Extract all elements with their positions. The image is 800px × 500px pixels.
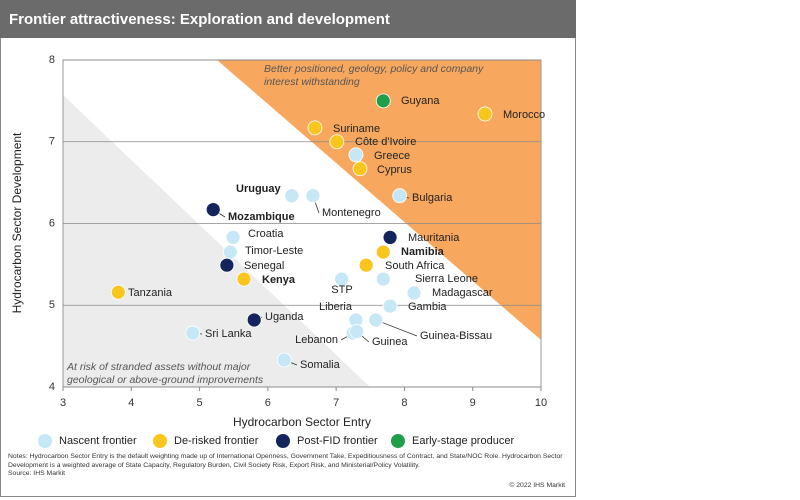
point-label: Croatia	[248, 228, 284, 240]
legend-swatch	[38, 434, 52, 448]
y-tick-label: 6	[49, 217, 55, 229]
data-point	[352, 161, 368, 177]
legend-label: Early-stage producer	[412, 435, 514, 447]
title-bar	[0, 0, 576, 38]
point-label: Timor-Leste	[245, 245, 303, 257]
annotation: At risk of stranded assets without major	[66, 361, 251, 373]
point-label: Cyprus	[377, 164, 412, 176]
x-tick-label: 6	[265, 397, 271, 409]
point-label: Kenya	[262, 274, 296, 286]
source: Source: IHS Markit	[8, 470, 66, 478]
x-axis-label: Hydrocarbon Sector Entry	[233, 415, 371, 429]
point-label: Suriname	[333, 123, 380, 135]
note-text: Notes: Hydrocarbon Sector Entry is the d…	[8, 453, 563, 469]
point-label: Montenegro	[322, 207, 381, 219]
point-label: Gambia	[408, 301, 447, 313]
data-point	[368, 312, 384, 328]
point-label: Somalia	[300, 359, 341, 371]
data-point	[246, 312, 262, 328]
point-label: Guinea	[372, 336, 408, 348]
data-point	[225, 229, 241, 245]
point-label: Bulgaria	[412, 192, 453, 204]
data-point	[406, 285, 422, 301]
point-label: Lebanon	[295, 334, 338, 346]
data-point	[307, 120, 323, 136]
point-label: Guyana	[401, 95, 440, 107]
legend-label: De-risked frontier	[174, 435, 259, 447]
notes: Notes: Hydrocarbon Sector Entry is the d…	[8, 453, 568, 479]
data-point	[382, 229, 398, 245]
point-label: Liberia	[319, 301, 353, 313]
legend-label: Post-FID frontier	[297, 435, 378, 447]
point-label: Uganda	[265, 311, 304, 323]
data-point	[334, 271, 350, 287]
legend-swatch	[391, 434, 405, 448]
data-point	[110, 284, 126, 300]
point-label: Mozambique	[228, 211, 295, 223]
x-tick-label: 7	[333, 397, 339, 409]
point-label: Madagascar	[432, 287, 493, 299]
point-label: Tanzania	[128, 287, 173, 299]
point-label: South Africa	[385, 260, 445, 272]
data-point	[205, 202, 221, 218]
y-axis-label: Hydrocarbon Sector Development	[10, 132, 24, 313]
point-label: Uruguay	[236, 183, 282, 195]
x-tick-label: 5	[197, 397, 203, 409]
point-label: Senegal	[244, 260, 284, 272]
annotation: geological or above-ground improvements	[67, 374, 264, 386]
data-point	[375, 93, 391, 109]
data-point	[375, 244, 391, 260]
y-tick-label: 8	[49, 54, 55, 66]
shaded-region	[63, 95, 370, 387]
point-label: STP	[331, 284, 352, 296]
data-point	[375, 271, 391, 287]
legend-swatch	[276, 434, 290, 448]
data-point	[185, 325, 201, 341]
x-tick-label: 9	[470, 397, 476, 409]
data-point	[382, 298, 398, 314]
copyright: © 2022 IHS Markit	[509, 482, 565, 489]
annotation: interest withstanding	[264, 76, 360, 88]
chart-title: Frontier attractiveness: Exploration and…	[9, 11, 390, 28]
data-point	[329, 134, 345, 150]
x-tick-label: 10	[535, 397, 547, 409]
point-label: Côte d'Ivoire	[355, 136, 416, 148]
x-tick-label: 4	[128, 397, 134, 409]
data-point	[222, 244, 238, 260]
x-tick-label: 3	[60, 397, 66, 409]
point-label: Sierra Leone	[415, 273, 478, 285]
data-point	[236, 271, 252, 287]
y-tick-label: 5	[49, 299, 55, 311]
annotation: Better positioned, geology, policy and c…	[264, 63, 484, 75]
data-point	[276, 352, 292, 368]
data-point	[392, 188, 408, 204]
data-point	[477, 106, 493, 122]
data-point	[348, 147, 364, 163]
legend-label: Nascent frontier	[59, 435, 137, 447]
y-tick-label: 4	[49, 381, 55, 393]
legend-swatch	[153, 434, 167, 448]
point-label: Morocco	[503, 109, 545, 121]
data-point	[305, 188, 321, 204]
data-point	[349, 324, 365, 339]
data-point	[358, 257, 374, 273]
point-label: Mauritania	[408, 232, 460, 244]
y-tick-label: 7	[49, 136, 55, 148]
point-label: Namibia	[401, 246, 445, 258]
x-tick-label: 8	[401, 397, 407, 409]
data-point	[219, 257, 235, 273]
shaded-region	[217, 60, 541, 340]
point-label: Greece	[374, 150, 410, 162]
data-point	[284, 188, 300, 204]
point-label: Guinea-Bissau	[420, 330, 492, 342]
point-label: Sri Lanka	[205, 328, 252, 340]
